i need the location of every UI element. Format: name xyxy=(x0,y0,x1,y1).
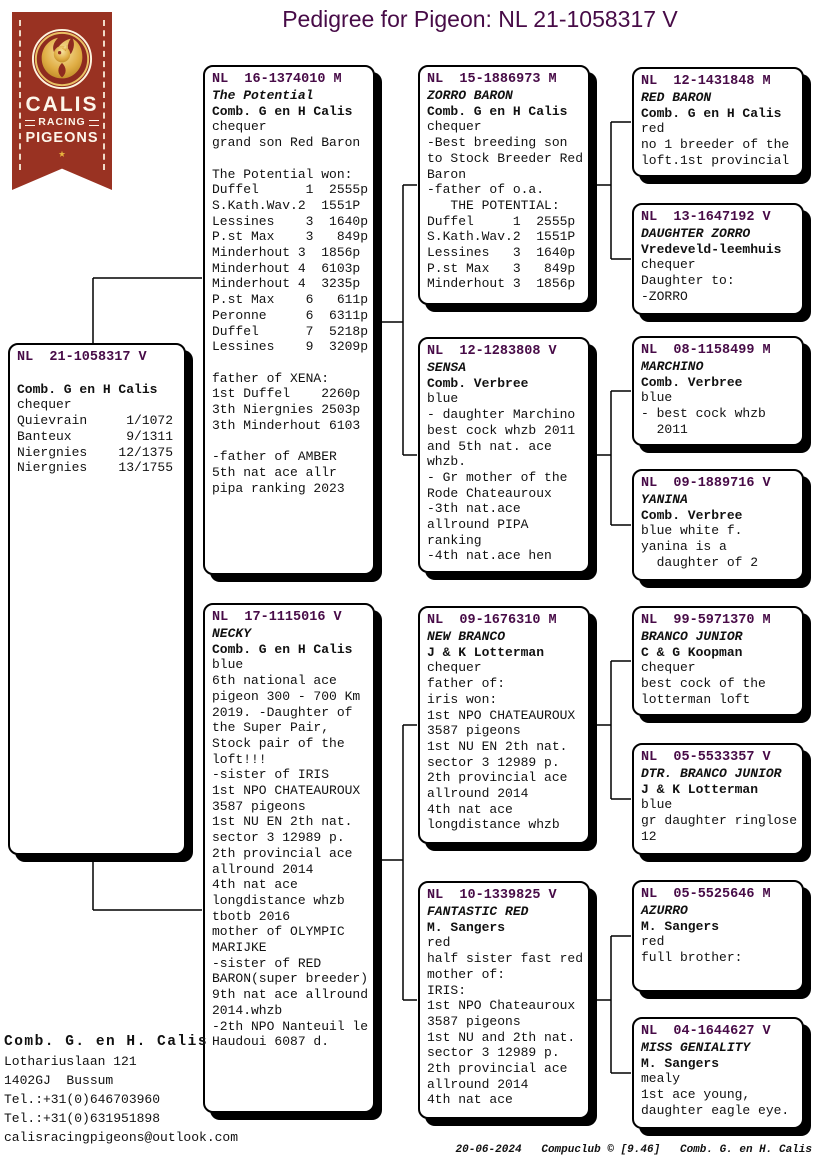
decor-bar xyxy=(88,119,99,126)
pigeon-details: blue 6th national ace pigeon 300 - 700 K… xyxy=(212,657,369,1050)
pedigree-box-ggm-3: NL 05-5533357 V DTR. BRANCO JUNIOR J & K… xyxy=(632,743,804,855)
pedigree-box-ff-grandfather: NL 15-1886973 M ZORRO BARON Comb. G en H… xyxy=(418,65,590,305)
ring-number: NL 12-1283808 V xyxy=(427,344,557,359)
page-title: Pedigree for Pigeon: NL 21-1058317 V xyxy=(282,6,678,32)
contact-block: Comb. G. en H. Calis Lothariuslaan 121 1… xyxy=(4,1032,238,1147)
pigeon-name: MARCHINO xyxy=(641,359,704,374)
pedigree-box-ggf-3: NL 99-5971370 M BRANCO JUNIOR C & G Koop… xyxy=(632,606,804,716)
logo-subtitle-pigeons: PIGEONS xyxy=(25,130,99,146)
pigeon-details: chequer Quievrain 1/1072 Banteux 9/1311 … xyxy=(17,397,174,476)
contact-address: Lothariuslaan 121 1402GJ Bussum Tel.:+31… xyxy=(4,1054,239,1145)
calis-logo: CALIS RACING PIGEONS ★ xyxy=(12,12,112,190)
pigeon-name: DAUGHTER ZORRO xyxy=(641,226,751,241)
pigeon-name: SENSA xyxy=(427,360,467,375)
pigeon-details: mealy 1st ace young, daughter eagle eye. xyxy=(641,1071,790,1118)
pigeon-details: chequer best cock of the lotterman loft xyxy=(641,660,766,707)
pigeon-name: NECKY xyxy=(212,626,252,641)
pedigree-box-ggf-1: NL 12-1431848 M RED BARON Comb. G en H C… xyxy=(632,67,804,177)
logo-racing-label: RACING xyxy=(38,116,86,128)
logo-wordmark: CALIS xyxy=(25,93,99,116)
pigeon-details: blue - best cock whzb 2011 xyxy=(641,390,766,437)
pigeon-details: chequer father of: iris won: 1st NPO CHA… xyxy=(427,660,576,833)
ring-number: NL 09-1676310 M xyxy=(427,613,557,628)
ring-number: NL 05-5525646 M xyxy=(641,887,771,902)
pigeon-name xyxy=(17,366,181,382)
pigeon-name: AZURRO xyxy=(641,903,688,918)
pedigree-box-mother: NL 17-1115016 V NECKY Comb. G en H Calis… xyxy=(203,603,375,1113)
footer-credits: 20-06-2024 Compuclub © [9.46] Comb. G. e… xyxy=(455,1144,812,1156)
pigeon-name: MISS GENIALITY xyxy=(641,1040,751,1055)
fancier-name: M. Sangers xyxy=(427,919,506,935)
banner-dashed-line-right xyxy=(103,20,105,170)
ring-number: NL 16-1374010 M xyxy=(212,72,342,87)
pigeon-name: DTR. BRANCO JUNIOR xyxy=(641,766,782,781)
ring-number: NL 12-1431848 M xyxy=(641,74,771,89)
pedigree-box-ggm-2: NL 09-1889716 V YANINA Comb. Verbree blu… xyxy=(632,469,804,581)
fancier-name: Comb. G en H Calis xyxy=(212,103,353,119)
pedigree-box-ggf-2: NL 08-1158499 M MARCHINO Comb. Verbree b… xyxy=(632,336,804,446)
pigeon-details: red half sister fast red mother of: IRIS… xyxy=(427,935,584,1108)
pigeon-name: RED BARON xyxy=(641,90,712,105)
pedigree-box-ggm-4: NL 04-1644627 V MISS GENIALITY M. Sanger… xyxy=(632,1017,804,1129)
pigeon-name: NEW BRANCO xyxy=(427,629,506,644)
fancier-name: Comb. G en H Calis xyxy=(427,103,568,119)
fancier-name: Vredeveld-leemhuis xyxy=(641,241,782,257)
ring-number: NL 13-1647192 V xyxy=(641,210,771,225)
pigeon-details: chequer Daughter to: -ZORRO xyxy=(641,257,735,304)
pigeon-details: chequer grand son Red Baron The Potentia… xyxy=(212,119,369,496)
ring-number: NL 15-1886973 M xyxy=(427,72,557,87)
pigeon-details: red no 1 breeder of the loft.1st provinc… xyxy=(641,121,790,168)
pigeon-name: YANINA xyxy=(641,492,688,507)
pedigree-box-ff-grandmother: NL 12-1283808 V SENSA Comb. Verbree blue… xyxy=(418,337,590,573)
pedigree-box-father: NL 16-1374010 M The Potential Comb. G en… xyxy=(203,65,375,575)
fancier-name: Comb. G en H Calis xyxy=(17,381,158,397)
pedigree-box-mf-grandfather: NL 09-1676310 M NEW BRANCO J & K Lotterm… xyxy=(418,606,590,844)
ring-number: NL 99-5971370 M xyxy=(641,613,771,628)
pedigree-box-ggm-1: NL 13-1647192 V DAUGHTER ZORRO Vredeveld… xyxy=(632,203,804,315)
ring-number: NL 17-1115016 V xyxy=(212,610,342,625)
star-icon: ★ xyxy=(58,147,66,161)
fancier-name: Comb. Verbree xyxy=(427,375,529,391)
fancier-name: Comb. G en H Calis xyxy=(212,641,353,657)
fancier-name: J & K Lotterman xyxy=(641,781,759,797)
pigeon-name: FANTASTIC RED xyxy=(427,904,529,919)
phoenix-icon xyxy=(31,28,93,90)
pigeon-details: blue white f. yanina is a daughter of 2 xyxy=(641,523,759,570)
fancier-name: Comb. G en H Calis xyxy=(641,105,782,121)
logo-subtitle-racing: RACING xyxy=(25,116,99,129)
pedigree-box-mm-grandmother: NL 10-1339825 V FANTASTIC RED M. Sangers… xyxy=(418,881,590,1119)
ring-number: NL 04-1644627 V xyxy=(641,1024,771,1039)
fancier-name: C & G Koopman xyxy=(641,644,743,660)
fancier-company-name: Comb. G. en H. Calis xyxy=(4,1034,209,1050)
pedigree-box-ggf-4: NL 05-5525646 M AZURRO M. Sangers red fu… xyxy=(632,880,804,992)
fancier-name: J & K Lotterman xyxy=(427,644,545,660)
ring-number: NL 21-1058317 V xyxy=(17,350,147,365)
fancier-name: Comb. Verbree xyxy=(641,374,743,390)
ring-number: NL 08-1158499 M xyxy=(641,343,771,358)
pigeon-details: chequer -Best breeding son to Stock Bree… xyxy=(427,119,584,292)
pedigree-box-subject: NL 21-1058317 V Comb. G en H Calis chequ… xyxy=(8,343,186,855)
pigeon-details: blue - daughter Marchino best cock whzb … xyxy=(427,391,576,564)
pigeon-name: BRANCO JUNIOR xyxy=(641,629,743,644)
decor-bar xyxy=(25,119,36,126)
ring-number: NL 10-1339825 V xyxy=(427,888,557,903)
fancier-name: M. Sangers xyxy=(641,1055,720,1071)
pigeon-name: The Potential xyxy=(212,88,314,103)
fancier-name: Comb. Verbree xyxy=(641,507,743,523)
ring-number: NL 09-1889716 V xyxy=(641,476,771,491)
ring-number: NL 05-5533357 V xyxy=(641,750,771,765)
pigeon-details: red full brother: xyxy=(641,934,743,966)
pigeon-details: blue gr daughter ringlose 12 xyxy=(641,797,798,844)
banner-dashed-line-left xyxy=(19,20,21,170)
fancier-name: M. Sangers xyxy=(641,918,720,934)
pigeon-name: ZORRO BARON xyxy=(427,88,513,103)
